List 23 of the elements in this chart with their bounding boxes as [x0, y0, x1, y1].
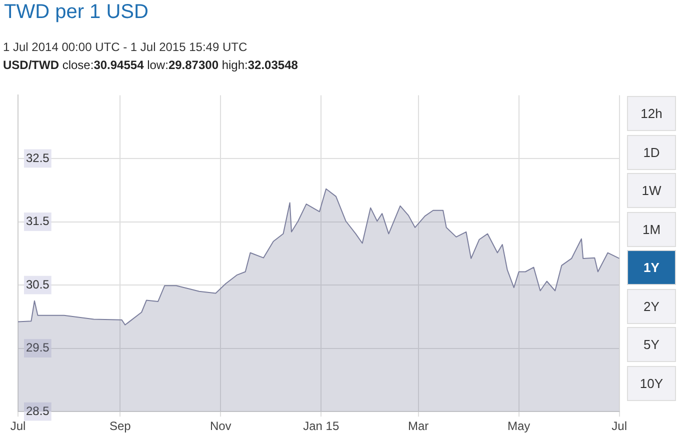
x-tick-label: Jul [612, 419, 627, 434]
range-button[interactable]: 1W [627, 173, 676, 208]
y-tick-label: 30.5 [26, 277, 50, 292]
y-tick-label: 28.5 [26, 404, 50, 418]
range-button[interactable]: 5Y [627, 327, 676, 362]
y-tick-label: 29.5 [26, 340, 50, 355]
range-button[interactable]: 2Y [627, 288, 676, 324]
y-tick-label: 31.5 [26, 214, 50, 228]
range-button[interactable]: 1Y [627, 250, 676, 285]
range-button[interactable]: 12h [627, 96, 676, 131]
y-tick-label: 32.5 [26, 150, 50, 165]
x-tick-label: Jan 15 [303, 419, 340, 434]
chart-title: TWD per 1 USD [4, 1, 148, 24]
x-tick-label: Nov [210, 419, 232, 434]
text: USD/TWD close:30.94554 low:29.87300 high:32.03548 [3, 58, 298, 72]
chart-subtitle: 1 Jul 2014 00:00 UTC - 1 Jul 2015 15:49 UTC [3, 40, 248, 54]
range-button[interactable]: 1M [627, 212, 676, 246]
range-button[interactable]: 10Y [627, 366, 676, 400]
x-tick-label: Sep [109, 419, 132, 434]
x-tick-label: Mar [408, 419, 429, 434]
x-tick-label: Jul [10, 419, 26, 434]
x-tick-label: May [508, 419, 530, 434]
range-button[interactable]: 1D [627, 134, 676, 170]
